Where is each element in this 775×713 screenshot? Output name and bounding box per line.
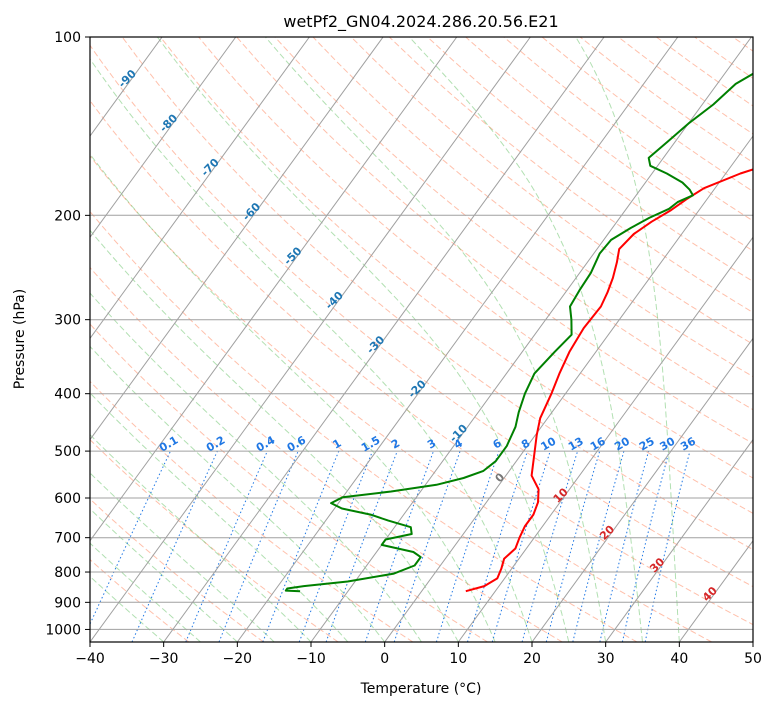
isotherm-line bbox=[753, 37, 775, 642]
dry-adiabat bbox=[504, 37, 775, 642]
chart-title: wetPf2_GN04.2024.286.20.56.E21 bbox=[283, 12, 558, 32]
y-axis-label: Pressure (hPa) bbox=[12, 289, 28, 389]
moist-adiabat bbox=[409, 37, 642, 642]
plot-frame bbox=[90, 37, 753, 642]
mixing-ratio-line bbox=[600, 451, 649, 642]
isotherm-line bbox=[679, 37, 775, 642]
x-tick-label: −20 bbox=[223, 651, 253, 667]
dry-adiabat bbox=[695, 37, 775, 642]
dry-adiabat-label: 20 bbox=[597, 522, 617, 542]
mixing-ratio-line bbox=[622, 451, 669, 642]
mixing-ratio-line bbox=[394, 451, 460, 642]
y-tick-label: 700 bbox=[54, 531, 81, 547]
dry-adiabat bbox=[351, 37, 775, 642]
mixing-ratio-line bbox=[132, 451, 217, 642]
isotherm-line bbox=[16, 37, 457, 642]
mixing-ratio-label: 8 bbox=[519, 437, 532, 452]
mixing-ratio-line bbox=[365, 451, 433, 642]
moist-adiabat bbox=[0, 37, 274, 642]
isotherm-label: -40 bbox=[323, 289, 346, 312]
isotherm-line bbox=[90, 37, 530, 642]
isotherm-label: -50 bbox=[281, 244, 304, 267]
mixing-ratio-line bbox=[522, 451, 578, 642]
y-tick-label: 1000 bbox=[45, 622, 81, 638]
moist-adiabat bbox=[0, 37, 237, 642]
isotherm-line bbox=[532, 37, 775, 642]
moist-adiabat bbox=[11, 37, 495, 642]
x-tick-label: 50 bbox=[744, 651, 762, 667]
mixing-ratio-label: 2 bbox=[389, 437, 402, 452]
isotherm-label: -60 bbox=[240, 200, 263, 223]
x-tick-label: 10 bbox=[449, 651, 467, 667]
dry-adiabat bbox=[733, 37, 775, 642]
y-tick-label: 500 bbox=[54, 444, 81, 460]
x-tick-label: −30 bbox=[149, 651, 179, 667]
mixing-ratio-line bbox=[645, 451, 690, 642]
x-tick-label: −10 bbox=[296, 651, 326, 667]
isotherm-line bbox=[0, 37, 383, 642]
dry-adiabat-label: 10 bbox=[551, 485, 571, 505]
isotherm-label: -70 bbox=[199, 156, 222, 179]
mixing-ratio-line bbox=[573, 451, 624, 642]
isotherm-line bbox=[237, 37, 678, 642]
isotherm-label: 0 bbox=[493, 470, 508, 485]
y-tick-label: 900 bbox=[54, 595, 81, 611]
dry-adiabat bbox=[389, 37, 775, 642]
x-tick-label: 40 bbox=[670, 651, 688, 667]
mixing-ratio-line bbox=[436, 451, 499, 642]
moist-adiabat bbox=[0, 37, 385, 642]
dewpoint-profile bbox=[286, 37, 775, 591]
x-tick-label: 20 bbox=[523, 651, 541, 667]
dry-adiabat bbox=[0, 37, 264, 642]
y-tick-label: 400 bbox=[54, 387, 81, 403]
x-axis-label: Temperature (°C) bbox=[360, 681, 482, 697]
moist-adiabat bbox=[157, 37, 568, 642]
isotherm-line bbox=[606, 37, 775, 642]
dry-adiabat-label: 40 bbox=[700, 584, 720, 604]
isotherm-line bbox=[0, 37, 236, 642]
x-tick-label: 30 bbox=[597, 651, 615, 667]
y-tick-label: 800 bbox=[54, 565, 81, 581]
mixing-ratio-label: 3 bbox=[425, 437, 438, 452]
mixing-ratio-line bbox=[546, 451, 599, 642]
dry-adiabat bbox=[618, 37, 775, 642]
dry-adiabat bbox=[428, 37, 775, 642]
x-tick-label: 0 bbox=[380, 651, 389, 667]
dry-adiabat bbox=[771, 37, 775, 642]
y-tick-label: 100 bbox=[54, 30, 81, 46]
y-tick-label: 300 bbox=[54, 313, 81, 329]
isotherm-line bbox=[0, 37, 309, 642]
x-tick-label: −40 bbox=[75, 651, 105, 667]
isotherm-label: -80 bbox=[157, 111, 180, 134]
temperature-profile bbox=[466, 37, 775, 591]
mixing-ratio-label: 6 bbox=[491, 436, 504, 451]
y-tick-label: 600 bbox=[54, 491, 81, 507]
y-tick-label: 200 bbox=[54, 208, 81, 224]
moist-adiabat bbox=[576, 37, 680, 642]
mixing-ratio-line bbox=[82, 451, 171, 642]
mixing-ratio-line bbox=[263, 451, 339, 642]
isotherm-line bbox=[385, 37, 775, 642]
isotherm-label: -90 bbox=[116, 67, 139, 90]
